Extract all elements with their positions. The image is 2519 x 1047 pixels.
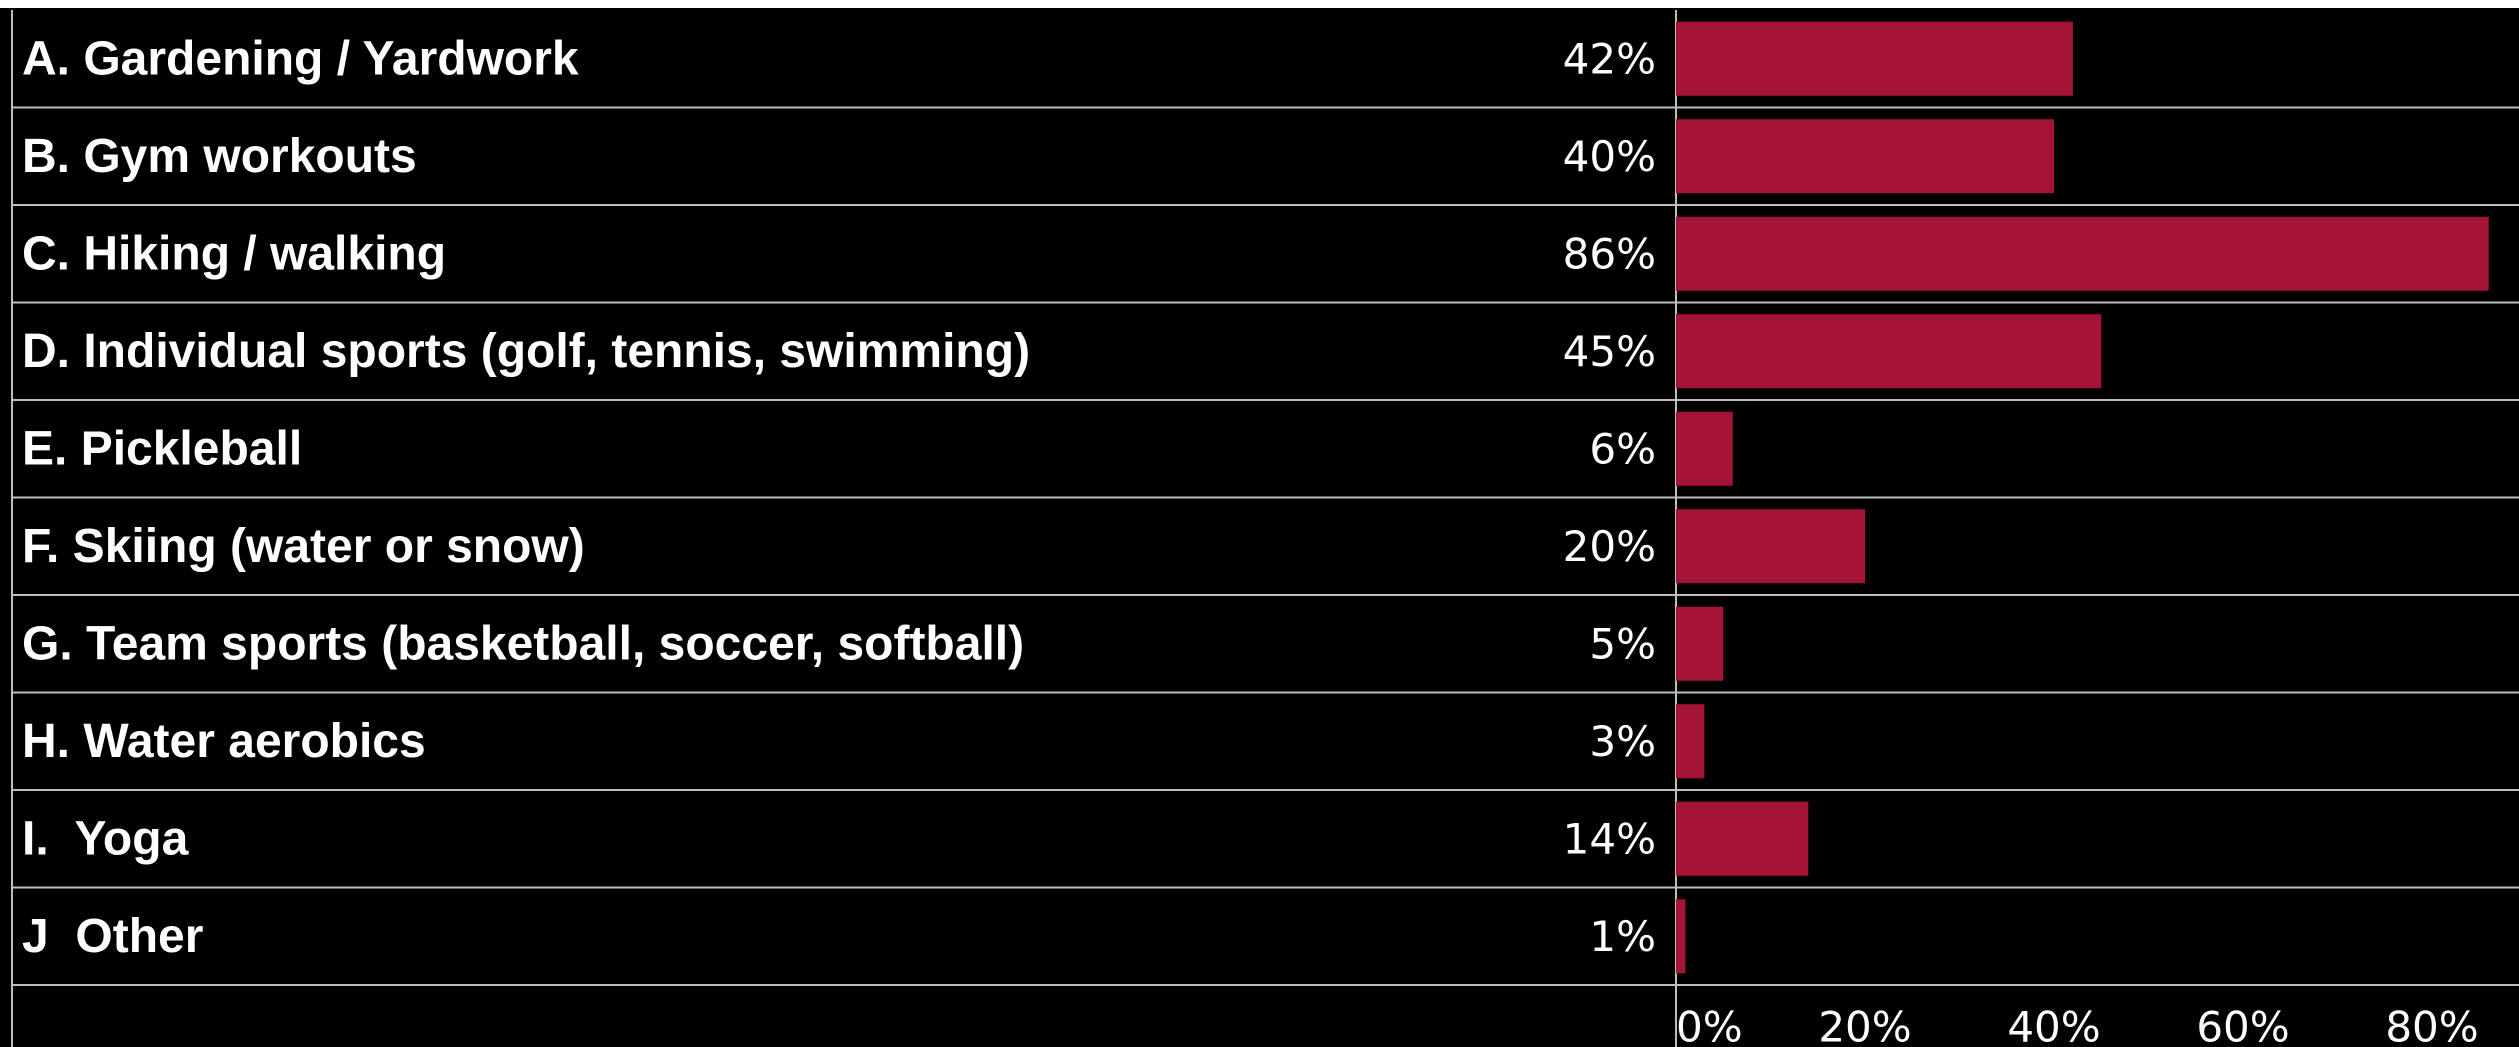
value-label: 20% [1563,522,1656,571]
bar [1676,801,1809,876]
value-label: 6% [1589,424,1656,473]
bar [1676,704,1705,779]
x-tick-label: 40% [2007,1003,2100,1047]
x-tick-label: 0% [1676,1003,1743,1047]
bar [1676,216,2489,291]
category-label: H. Water aerobics [22,715,426,768]
bar [1676,411,1733,486]
bar [1676,899,1686,974]
category-label: J Other [22,910,203,963]
category-label: D. Individual sports (golf, tennis, swim… [22,325,1030,378]
category-label: A. Gardening / Yardwork [22,32,579,85]
category-label: F. Skiing (water or snow) [22,520,585,573]
value-label: 3% [1589,717,1656,766]
x-tick-label: 20% [1818,1003,1911,1047]
category-label: G. Team sports (basketball, soccer, soft… [22,617,1024,670]
value-label: 45% [1563,327,1656,376]
value-label: 1% [1589,912,1656,961]
value-label: 40% [1563,132,1656,181]
bar [1676,606,1724,681]
bar [1676,21,2073,96]
x-tick-label: 80% [2385,1003,2478,1047]
value-label: 14% [1563,814,1656,863]
category-label: C. Hiking / walking [22,227,446,280]
category-label: B. Gym workouts [22,130,417,183]
bar [1676,314,2102,389]
category-label: I. Yoga [22,812,189,865]
top-rule [0,0,2519,8]
value-label: 42% [1563,34,1656,83]
bar [1676,119,2054,194]
category-label: E. Pickleball [22,422,302,475]
value-label: 5% [1589,619,1656,668]
value-label: 86% [1563,229,1656,278]
bar [1676,509,1865,584]
x-tick-label: 60% [2196,1003,2289,1047]
